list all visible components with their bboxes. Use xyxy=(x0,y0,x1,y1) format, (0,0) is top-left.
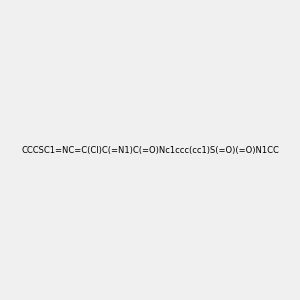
Text: CCCSC1=NC=C(Cl)C(=N1)C(=O)Nc1ccc(cc1)S(=O)(=O)N1CC: CCCSC1=NC=C(Cl)C(=N1)C(=O)Nc1ccc(cc1)S(=… xyxy=(21,146,279,154)
